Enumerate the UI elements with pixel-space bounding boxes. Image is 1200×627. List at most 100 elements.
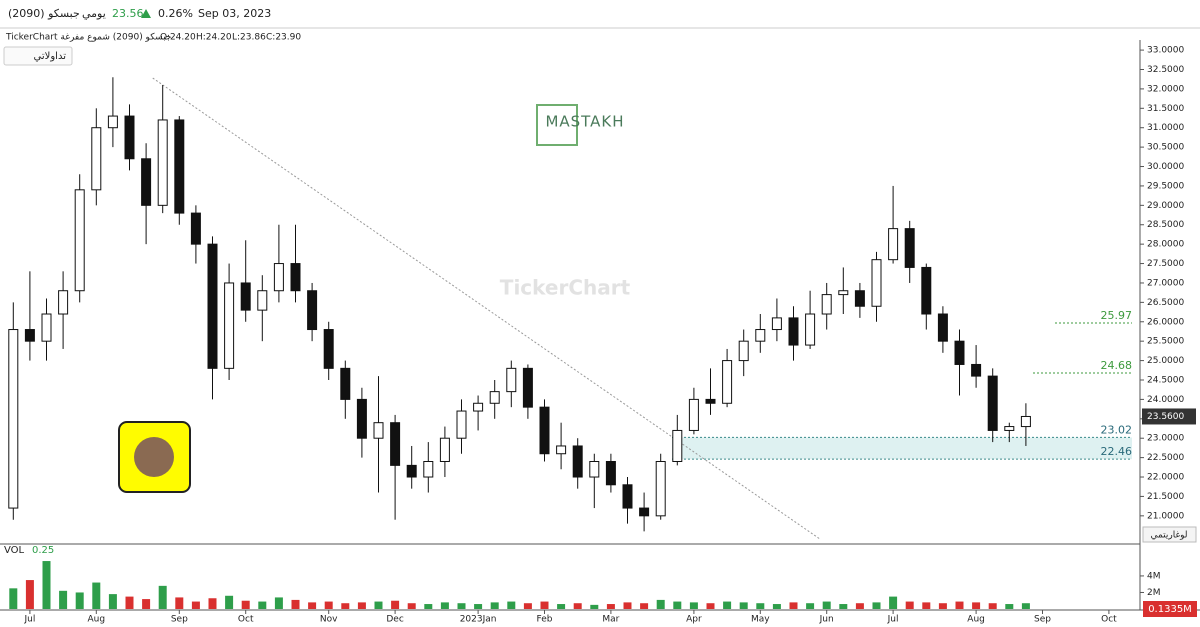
- candle-body: [971, 363, 982, 377]
- x-tick-label: 2023Jan: [460, 615, 497, 625]
- volume-bar: [158, 585, 167, 609]
- snap-face: [134, 437, 174, 477]
- volume-bar: [391, 600, 400, 609]
- volume-bar: [972, 602, 981, 609]
- volume-bar: [822, 601, 831, 609]
- volume-bar: [274, 597, 283, 609]
- candle-body: [456, 410, 467, 439]
- volume-tick-label: 4M: [1147, 571, 1161, 581]
- candle-body: [854, 290, 865, 307]
- volume-setting: 0.25: [32, 545, 54, 556]
- y-tick-label: 32.0000: [1147, 84, 1184, 94]
- volume-bar: [42, 561, 51, 609]
- volume-bar: [208, 598, 217, 609]
- top-bar: [0, 0, 1200, 28]
- volume-tick-label: 2M: [1147, 588, 1161, 598]
- candle-body: [307, 290, 318, 331]
- volume-bar: [557, 604, 566, 609]
- volume-bar: [1005, 604, 1014, 609]
- y-tick-label: 24.0000: [1147, 395, 1184, 405]
- x-tick-label: Aug: [88, 615, 106, 625]
- candle-body: [556, 445, 567, 455]
- candle-body: [722, 360, 733, 404]
- volume-bar: [92, 582, 101, 609]
- level-label: 23.02: [1101, 423, 1133, 436]
- info-close: C:23.90: [266, 33, 301, 43]
- candle-body: [506, 367, 517, 393]
- candle-body: [838, 290, 849, 296]
- info-open: O:24.20: [160, 33, 196, 43]
- volume-bar: [789, 602, 798, 609]
- volume-bar: [839, 604, 848, 609]
- volume-bar: [872, 602, 881, 609]
- info-low: L:23.86: [232, 33, 266, 43]
- candle-body: [688, 398, 699, 431]
- x-tick-label: Feb: [537, 615, 553, 625]
- candle-body: [240, 282, 251, 311]
- candle-body: [572, 445, 583, 478]
- candle-body: [771, 317, 782, 331]
- trendline: [152, 77, 821, 540]
- y-tick-label: 28.5000: [1147, 220, 1184, 230]
- volume-bar: [457, 603, 466, 609]
- y-tick-label: 25.5000: [1147, 337, 1184, 347]
- x-tick-label: Dec: [386, 615, 403, 625]
- level-label: 22.46: [1101, 445, 1133, 458]
- site-watermark: TickerChart: [500, 276, 631, 300]
- log-button[interactable]: [1142, 526, 1197, 543]
- candle-body: [390, 422, 401, 466]
- y-tick-label: 27.0000: [1147, 278, 1184, 288]
- candle-body: [207, 243, 218, 369]
- candle-body: [190, 212, 201, 245]
- candle-body: [821, 294, 832, 315]
- volume-bar: [988, 603, 997, 609]
- volume-bar: [540, 601, 549, 609]
- candle-body: [107, 115, 118, 129]
- volume-bar: [125, 596, 134, 609]
- y-tick-label: 28.0000: [1147, 240, 1184, 250]
- volume-bar: [75, 592, 84, 609]
- volume-bar: [357, 602, 366, 609]
- candle-body: [639, 507, 650, 517]
- candle-body: [439, 437, 450, 462]
- info-high: H:24.20: [196, 33, 232, 43]
- y-tick-label: 30.0000: [1147, 162, 1184, 172]
- volume-last: 0.1335M: [1148, 604, 1192, 615]
- candle-body: [522, 367, 533, 408]
- volume-bar: [490, 602, 499, 609]
- candle-body: [921, 266, 932, 315]
- volume-bar: [341, 603, 350, 609]
- volume-bar: [291, 599, 300, 609]
- y-tick-label: 23.0000: [1147, 434, 1184, 444]
- level-label: 24.68: [1101, 359, 1133, 372]
- y-tick-label: 21.0000: [1147, 511, 1184, 521]
- y-tick-label: 31.5000: [1147, 104, 1184, 114]
- candle-body: [8, 329, 19, 509]
- my-trades-label: تداولاتي: [34, 51, 67, 62]
- period: يومي: [82, 7, 106, 20]
- volume-bar: [9, 588, 18, 609]
- candle-body: [738, 340, 749, 362]
- candle-body: [655, 460, 666, 517]
- level-label: 25.97: [1101, 309, 1133, 322]
- volume-bar: [656, 599, 665, 609]
- candle-body: [1020, 415, 1031, 428]
- volume-bar: [673, 601, 682, 609]
- date: Sep 03, 2023: [198, 7, 271, 20]
- volume-bar: [855, 603, 864, 609]
- candle-body: [41, 313, 52, 342]
- candle-body: [323, 329, 334, 369]
- candle-body: [589, 460, 600, 478]
- y-tick-label: 33.0000: [1147, 46, 1184, 56]
- candle-body: [74, 189, 85, 292]
- y-tick-label: 29.0000: [1147, 201, 1184, 211]
- candle-body: [423, 460, 434, 478]
- info-source: TickerChart جبسكو (2090) شموع مفرغة: [5, 33, 172, 43]
- volume-bar: [308, 602, 317, 609]
- volume-bar: [258, 601, 267, 609]
- candle-body: [871, 259, 882, 307]
- my-trades-button[interactable]: [3, 46, 73, 66]
- volume-bar: [739, 602, 748, 609]
- candle-body: [224, 282, 235, 369]
